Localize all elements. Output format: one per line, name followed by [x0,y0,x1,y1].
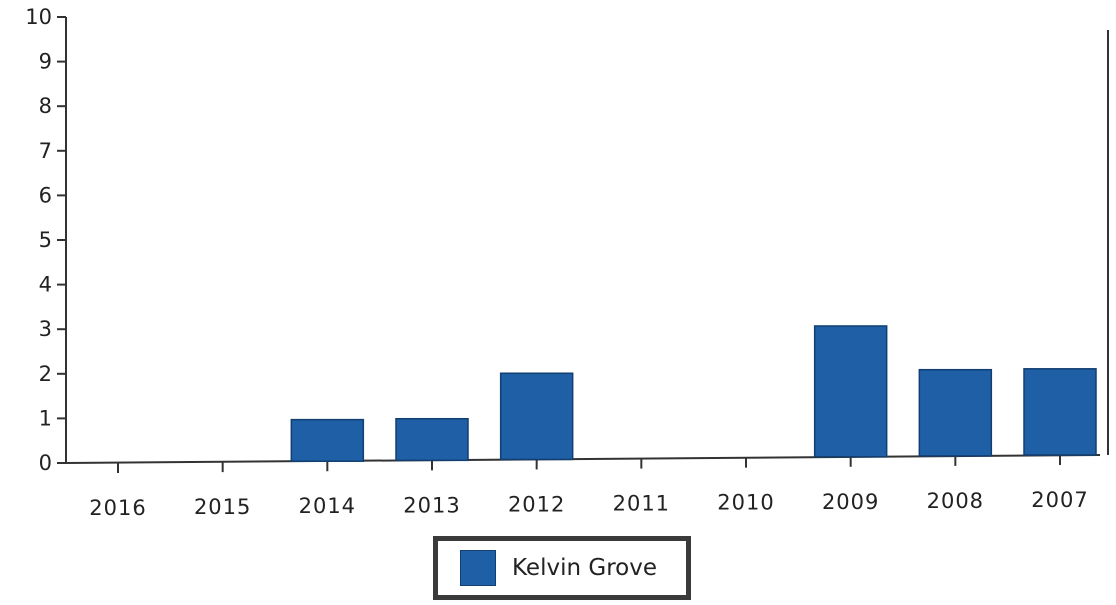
x-tick-label: 2010 [717,491,774,515]
bar [813,325,888,458]
y-tick-label: 2 [39,362,52,386]
bar [499,372,574,461]
x-tick-label: 2008 [927,489,984,513]
y-tick-label: 3 [39,317,52,341]
legend: Kelvin Grove [433,536,691,600]
x-tick-label: 2015 [194,495,251,519]
legend-label-kelvin-grove: Kelvin Grove [512,555,657,581]
bar-series-kelvin-grove [290,325,1097,462]
x-axis: 2016 2015 2014 2013 2012 2011 2010 2009 2008 2007 [65,454,1101,520]
bar [1023,368,1097,456]
y-tick-label: 7 [39,139,52,163]
bar [918,368,993,457]
y-tick-label: 6 [39,183,52,207]
bar [395,417,469,462]
x-tick-label: 2013 [403,493,460,517]
y-tick-label: 4 [39,273,52,297]
x-tick-label: 2011 [613,492,670,516]
x-tick-label: 2012 [508,492,565,516]
y-tick-label: 9 [39,50,52,74]
x-tick-label: 2009 [822,490,879,514]
y-tick-label: 0 [39,451,52,475]
x-tick-label: 2014 [299,494,356,518]
y-tick-label: 1 [39,406,52,430]
legend-swatch-kelvin-grove [460,550,496,586]
x-tick-label: 2007 [1031,488,1088,512]
y-tick-label: 8 [39,94,52,118]
y-tick-label: 5 [39,228,52,252]
x-tick-label: 2016 [89,496,146,520]
y-axis: 0 1 2 3 4 5 6 7 8 9 10 [25,5,67,475]
bar [290,418,365,462]
y-tick-label: 10 [25,5,52,29]
